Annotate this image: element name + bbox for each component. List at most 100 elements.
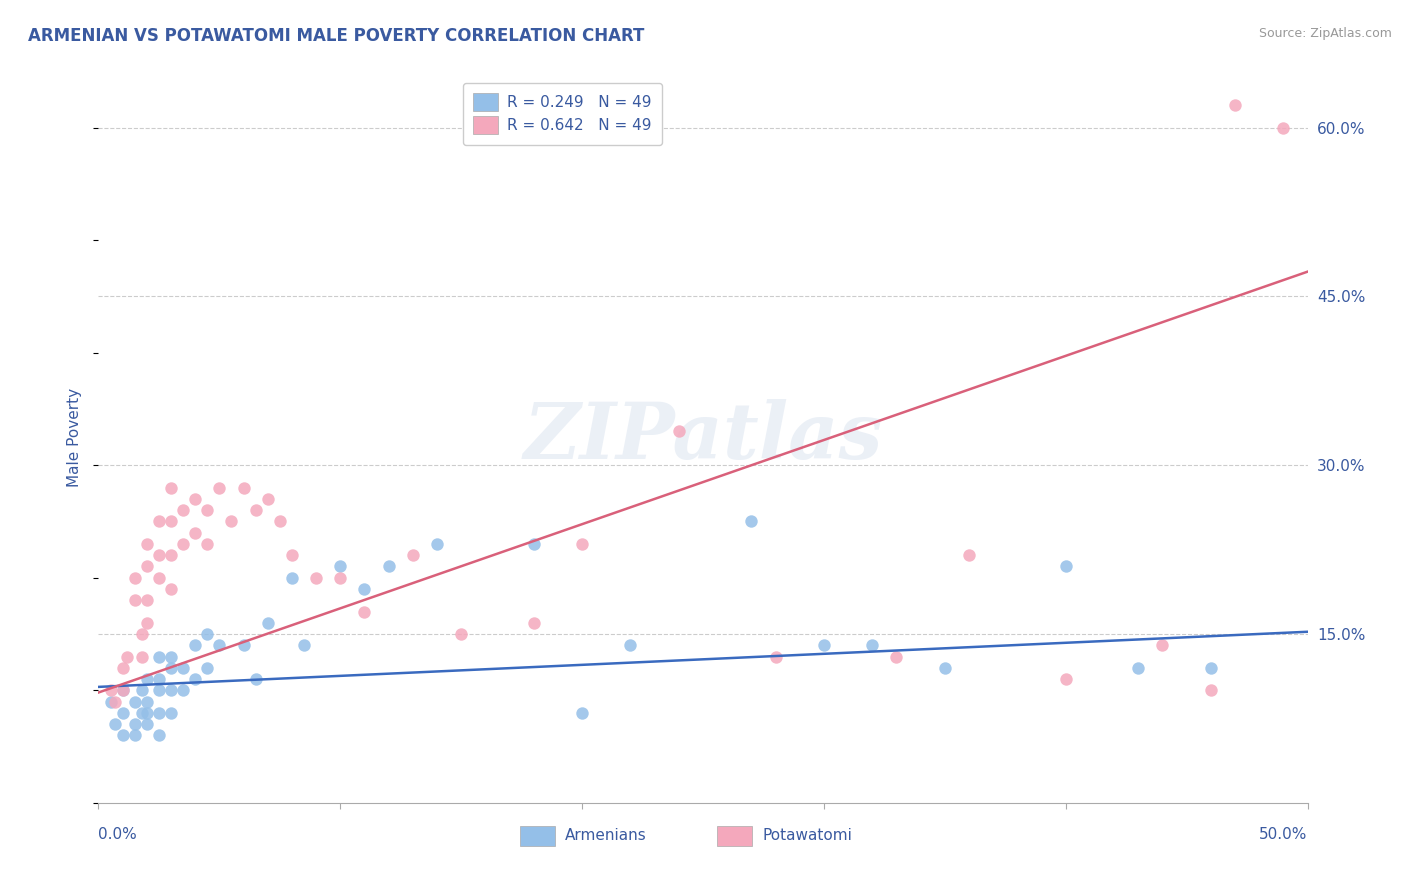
Text: Armenians: Armenians	[565, 829, 647, 843]
Point	[305, 571, 328, 585]
Point	[131, 649, 153, 664]
Point	[148, 728, 170, 742]
Point	[281, 548, 304, 562]
Point	[208, 481, 231, 495]
Point	[111, 661, 134, 675]
Point	[740, 515, 762, 529]
Point	[135, 694, 157, 708]
Point	[135, 672, 157, 686]
Point	[135, 593, 157, 607]
Point	[148, 706, 170, 720]
Legend: R = 0.249   N = 49, R = 0.642   N = 49: R = 0.249 N = 49, R = 0.642 N = 49	[463, 83, 662, 145]
Point	[135, 537, 157, 551]
Point	[184, 638, 207, 652]
Text: Source: ZipAtlas.com: Source: ZipAtlas.com	[1258, 27, 1392, 40]
Y-axis label: Male Poverty: Male Poverty	[67, 387, 83, 487]
Point	[292, 638, 315, 652]
Point	[1054, 559, 1077, 574]
Point	[208, 638, 231, 652]
Point	[124, 593, 146, 607]
Point	[860, 638, 883, 652]
Point	[160, 683, 183, 698]
Point	[256, 491, 278, 506]
Point	[1199, 683, 1222, 698]
Point	[135, 559, 157, 574]
Point	[450, 627, 472, 641]
Point	[160, 481, 183, 495]
Point	[148, 571, 170, 585]
Point	[402, 548, 425, 562]
Point	[172, 683, 194, 698]
Point	[523, 537, 546, 551]
Point	[668, 425, 690, 439]
Point	[148, 548, 170, 562]
Point	[232, 638, 254, 652]
Point	[765, 649, 787, 664]
Text: 0.0%: 0.0%	[98, 827, 138, 841]
Point	[160, 548, 183, 562]
Point	[160, 515, 183, 529]
Point	[135, 717, 157, 731]
Point	[100, 694, 122, 708]
Point	[426, 537, 449, 551]
Point	[184, 672, 207, 686]
Point	[245, 503, 267, 517]
Point	[135, 706, 157, 720]
Point	[281, 571, 304, 585]
Point	[111, 728, 134, 742]
Point	[148, 683, 170, 698]
Point	[886, 649, 908, 664]
Point	[619, 638, 641, 652]
Point	[195, 627, 218, 641]
Point	[245, 672, 267, 686]
Point	[184, 525, 207, 540]
Point	[160, 661, 183, 675]
Point	[195, 503, 218, 517]
Point	[184, 491, 207, 506]
Point	[269, 515, 291, 529]
Point	[124, 571, 146, 585]
Point	[1199, 661, 1222, 675]
Point	[329, 559, 352, 574]
Point	[111, 706, 134, 720]
Point	[111, 683, 134, 698]
Point	[131, 627, 153, 641]
Point	[172, 537, 194, 551]
Point	[256, 615, 278, 630]
Point	[135, 615, 157, 630]
Point	[1272, 120, 1295, 135]
Point	[131, 683, 153, 698]
Point	[571, 706, 593, 720]
Point	[117, 649, 139, 664]
Point	[329, 571, 352, 585]
Point	[172, 503, 194, 517]
Point	[148, 672, 170, 686]
Point	[100, 683, 122, 698]
Point	[111, 683, 134, 698]
Point	[353, 582, 375, 596]
Point	[160, 649, 183, 664]
Point	[195, 661, 218, 675]
Point	[131, 706, 153, 720]
Point	[172, 661, 194, 675]
Point	[353, 605, 375, 619]
Point	[148, 649, 170, 664]
Point	[377, 559, 399, 574]
Text: ZIPatlas: ZIPatlas	[523, 399, 883, 475]
Point	[957, 548, 980, 562]
Point	[571, 537, 593, 551]
Text: 50.0%: 50.0%	[1260, 827, 1308, 841]
Point	[523, 615, 546, 630]
Point	[124, 694, 146, 708]
Point	[160, 582, 183, 596]
Point	[813, 638, 835, 652]
Point	[124, 728, 146, 742]
Point	[934, 661, 956, 675]
Text: ARMENIAN VS POTAWATOMI MALE POVERTY CORRELATION CHART: ARMENIAN VS POTAWATOMI MALE POVERTY CORR…	[28, 27, 644, 45]
Point	[232, 481, 254, 495]
Point	[195, 537, 218, 551]
Point	[1152, 638, 1174, 652]
Point	[160, 706, 183, 720]
Point	[1223, 98, 1246, 112]
Point	[104, 717, 127, 731]
